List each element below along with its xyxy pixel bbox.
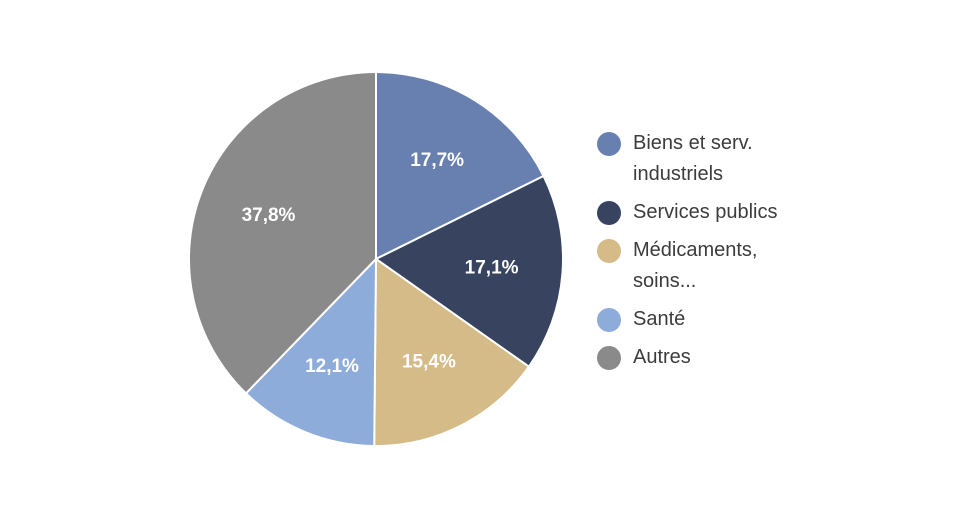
legend-swatch-2 [597, 239, 621, 263]
legend-label-1: Services publics [633, 201, 778, 223]
legend-label-4: Autres [633, 346, 691, 368]
pie-slice-0 [375, 70, 545, 261]
legend-item-3: Santé [597, 304, 817, 335]
legend-item-2: Médicaments, soins... [597, 235, 817, 297]
legend-label-0: Biens et serv. industriels [633, 132, 753, 185]
pie-slice-label-2: 15,4% [402, 352, 456, 373]
pie-slices [188, 70, 564, 448]
legend-swatch-0 [597, 132, 621, 156]
legend-item-0: Biens et serv. industriels [597, 128, 817, 190]
legend-swatch-4 [597, 346, 621, 370]
legend-item-1: Services publics [597, 197, 817, 228]
legend-label-3: Santé [633, 308, 686, 330]
pie-slice-label-0: 17,7% [410, 150, 464, 171]
pie-slice-label-1: 17,1% [465, 257, 519, 278]
pie-slice-2 [373, 257, 531, 447]
pie-slice-label-4: 37,8% [242, 205, 296, 226]
pie-slice-4 [188, 70, 377, 395]
pie-slice-1 [374, 174, 564, 369]
pie-slice-3 [244, 256, 378, 448]
pie-slice-label-3: 12,1% [305, 356, 359, 377]
legend-item-4: Autres [597, 342, 817, 373]
legend: Biens et serv. industriels Services publi… [597, 128, 817, 380]
legend-label-2: Médicaments, soins... [633, 239, 758, 292]
legend-swatch-1 [597, 201, 621, 225]
legend-swatch-3 [597, 308, 621, 332]
pie-labels: 17,7% 17,1% 15,4% 12,1% 37,8% [242, 150, 519, 377]
